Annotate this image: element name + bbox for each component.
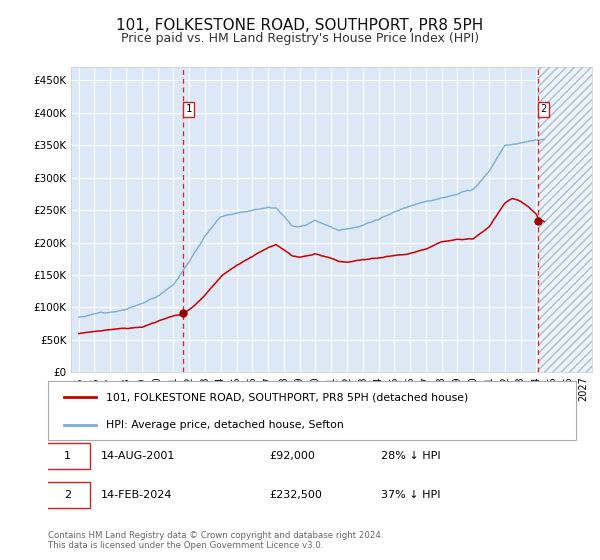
Text: Price paid vs. HM Land Registry's House Price Index (HPI): Price paid vs. HM Land Registry's House … xyxy=(121,32,479,45)
Text: 28% ↓ HPI: 28% ↓ HPI xyxy=(380,451,440,461)
Text: 101, FOLKESTONE ROAD, SOUTHPORT, PR8 5PH: 101, FOLKESTONE ROAD, SOUTHPORT, PR8 5PH xyxy=(116,18,484,33)
Text: 2: 2 xyxy=(64,490,71,500)
Text: 101, FOLKESTONE ROAD, SOUTHPORT, PR8 5PH (detached house): 101, FOLKESTONE ROAD, SOUTHPORT, PR8 5PH… xyxy=(106,392,469,402)
Text: 1: 1 xyxy=(185,104,192,114)
FancyBboxPatch shape xyxy=(46,443,90,469)
Bar xyxy=(538,67,592,372)
Text: 14-AUG-2001: 14-AUG-2001 xyxy=(101,451,175,461)
FancyBboxPatch shape xyxy=(46,482,90,508)
Text: £232,500: £232,500 xyxy=(270,490,323,500)
Text: HPI: Average price, detached house, Sefton: HPI: Average price, detached house, Seft… xyxy=(106,420,344,430)
Text: Contains HM Land Registry data © Crown copyright and database right 2024.: Contains HM Land Registry data © Crown c… xyxy=(48,531,383,540)
Text: 37% ↓ HPI: 37% ↓ HPI xyxy=(380,490,440,500)
Text: 2: 2 xyxy=(541,104,547,114)
Text: £92,000: £92,000 xyxy=(270,451,316,461)
Bar xyxy=(538,67,592,372)
Text: 1: 1 xyxy=(64,451,71,461)
FancyBboxPatch shape xyxy=(48,381,576,440)
Bar xyxy=(538,67,592,372)
Text: 14-FEB-2024: 14-FEB-2024 xyxy=(101,490,172,500)
Text: This data is licensed under the Open Government Licence v3.0.: This data is licensed under the Open Gov… xyxy=(48,541,323,550)
